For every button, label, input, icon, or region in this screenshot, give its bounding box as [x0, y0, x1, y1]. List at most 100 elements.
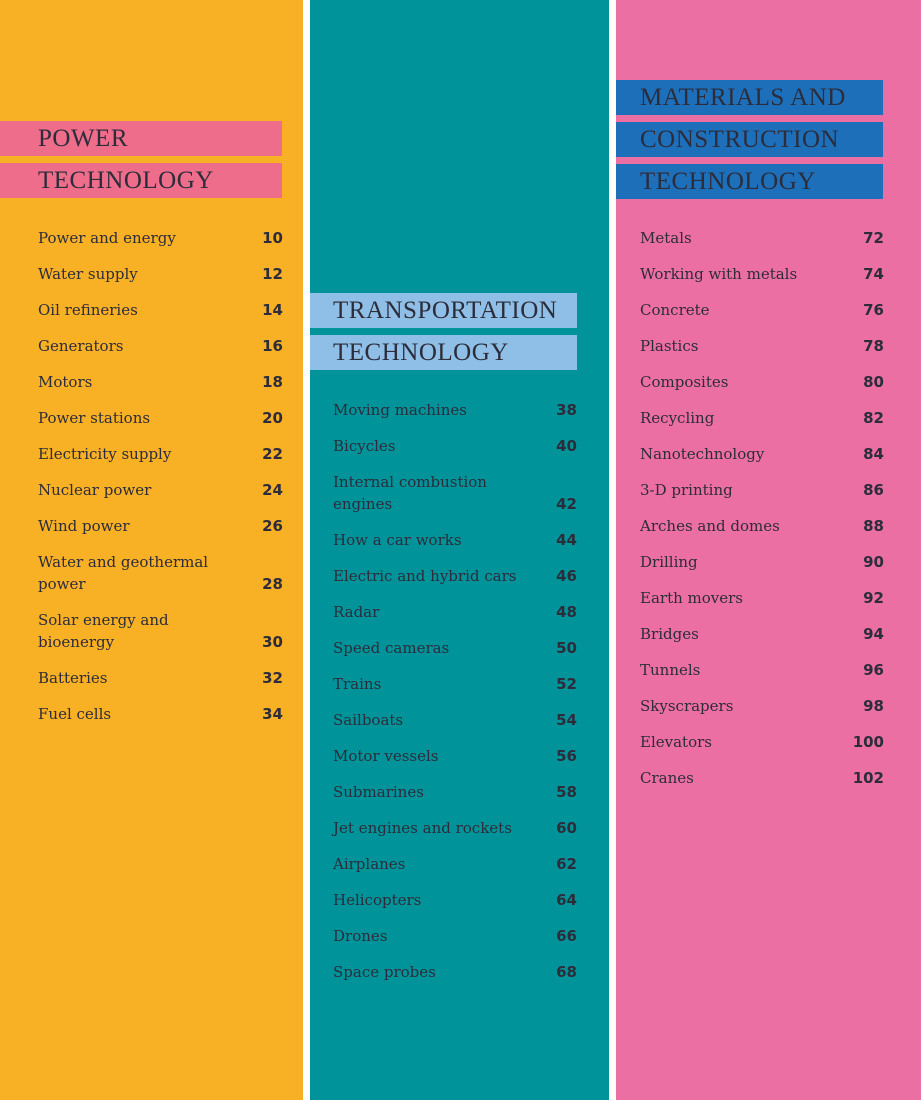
entry-title: Electric and hybrid cars	[333, 567, 517, 585]
page-number: 30	[262, 633, 283, 651]
page-number: 84	[863, 445, 884, 463]
entry-title: How a car works	[333, 531, 462, 549]
entry-title: 3-D printing	[640, 481, 733, 499]
entry-title: Working with metals	[640, 265, 798, 283]
page-number: 46	[556, 567, 577, 585]
entry-title: Motors	[38, 373, 93, 391]
entry-title: Airplanes	[333, 855, 406, 873]
page-number: 86	[863, 481, 884, 499]
page-number: 44	[556, 531, 577, 549]
entry-title: Power and energy	[38, 229, 176, 247]
page-number: 18	[262, 373, 283, 391]
entry-title: Water supply	[38, 265, 138, 283]
page-number: 72	[863, 229, 884, 247]
entry-title: Concrete	[640, 301, 710, 319]
entry-title: power	[38, 575, 86, 593]
section-heading: TECHNOLOGY	[310, 335, 577, 370]
entry-title: Drilling	[640, 553, 698, 571]
page-number: 60	[556, 819, 577, 837]
entry-title: Power stations	[38, 409, 151, 427]
entry-title: Generators	[38, 337, 124, 355]
page-number: 54	[556, 711, 577, 729]
entry-title: Submarines	[333, 783, 424, 801]
entry-title: Wind power	[38, 517, 130, 535]
entry-title: Sailboats	[333, 711, 404, 729]
page-number: 20	[262, 409, 283, 427]
entry-title: Drones	[333, 927, 388, 945]
page-number: 66	[556, 927, 577, 945]
entry-title: Helicopters	[333, 891, 422, 909]
page-number: 22	[262, 445, 283, 463]
section-heading: TECHNOLOGY	[616, 164, 883, 199]
page-number: 96	[863, 661, 884, 679]
entry-title: Batteries	[38, 669, 108, 687]
entry-title: Metals	[640, 229, 692, 247]
page-number: 100	[852, 733, 884, 751]
page-number: 28	[262, 575, 283, 593]
entry-title: engines	[333, 495, 393, 513]
power-column: POWER TECHNOLOGY Power and energy 10 Water s…	[0, 0, 303, 1100]
entry-title: Elevators	[640, 733, 712, 751]
entry-title: Tunnels	[640, 661, 701, 679]
entry-title: Arches and domes	[640, 517, 780, 535]
entry-title: Fuel cells	[38, 705, 112, 723]
section-heading: CONSTRUCTION	[616, 122, 883, 157]
page-number: 12	[262, 265, 283, 283]
materials-column: MATERIALS AND CONSTRUCTION TECHNOLOGY Metal…	[616, 0, 921, 1100]
page-number: 102	[852, 769, 884, 787]
entry-title: Skyscrapers	[640, 697, 734, 715]
page-number: 32	[262, 669, 283, 687]
entry-title: Solar energy and	[38, 611, 169, 629]
page-number: 92	[863, 589, 884, 607]
entry-title: Nanotechnology	[640, 445, 765, 463]
page-number: 74	[863, 265, 884, 283]
page-number: 80	[863, 373, 884, 391]
entry-title: Nuclear power	[38, 481, 152, 499]
entry-title: Moving machines	[333, 401, 467, 419]
page-number: 34	[262, 705, 283, 723]
page-number: 16	[262, 337, 283, 355]
entry-title: Plastics	[640, 337, 699, 355]
entry-title: Bicycles	[333, 437, 396, 455]
page-number: 90	[863, 553, 884, 571]
entry-title: Space probes	[333, 963, 436, 981]
page-number: 94	[863, 625, 884, 643]
page-number: 76	[863, 301, 884, 319]
entry-title: Oil refineries	[38, 301, 138, 319]
entry-title: Cranes	[640, 769, 694, 787]
page-number: 58	[556, 783, 577, 801]
page-number: 98	[863, 697, 884, 715]
entry-title: Speed cameras	[333, 639, 450, 657]
page-number: 62	[556, 855, 577, 873]
page-number: 88	[863, 517, 884, 535]
entry-title: Radar	[333, 603, 380, 621]
entry-title: Trains	[333, 675, 382, 693]
page-number: 68	[556, 963, 577, 981]
page-number: 26	[262, 517, 283, 535]
page-number: 52	[556, 675, 577, 693]
entry-title: Bridges	[640, 625, 699, 643]
section-heading: TRANSPORTATION	[310, 293, 577, 328]
entry-title: Composites	[640, 373, 729, 391]
page-number: 78	[863, 337, 884, 355]
entry-title: Earth movers	[640, 589, 743, 607]
entry-title: Motor vessels	[333, 747, 439, 765]
page-number: 10	[262, 229, 283, 247]
section-heading: TECHNOLOGY	[0, 163, 282, 198]
section-heading: POWER	[0, 121, 282, 156]
entry-title: Jet engines and rockets	[333, 819, 512, 837]
entry-title: Water and geothermal	[38, 553, 209, 571]
section-heading: MATERIALS AND	[616, 80, 883, 115]
entry-title: Electricity supply	[38, 445, 172, 463]
transportation-column: TRANSPORTATION TECHNOLOGY Moving machines 3…	[310, 0, 609, 1100]
page-number: 64	[556, 891, 577, 909]
page-number: 56	[556, 747, 577, 765]
page-number: 50	[556, 639, 577, 657]
page-number: 38	[556, 401, 577, 419]
page-number: 48	[556, 603, 577, 621]
page-number: 14	[262, 301, 283, 319]
page-number: 82	[863, 409, 884, 427]
page-number: 42	[556, 495, 577, 513]
page-number: 40	[556, 437, 577, 455]
